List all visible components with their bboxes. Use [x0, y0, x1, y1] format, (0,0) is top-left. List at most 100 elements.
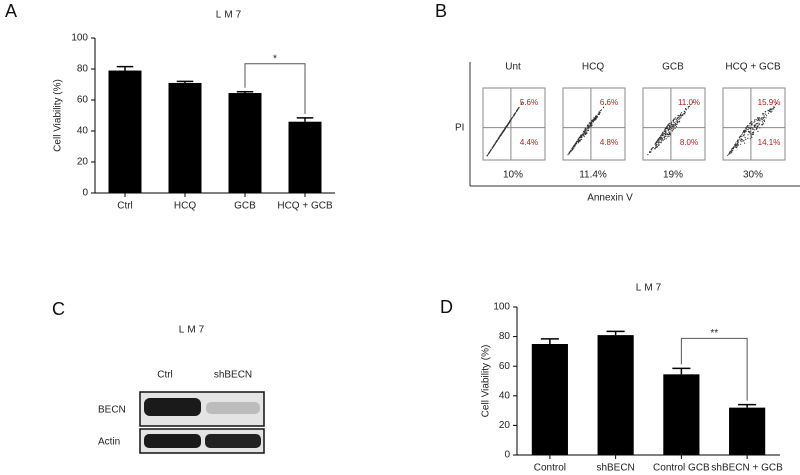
event-dot [760, 117, 762, 119]
event-dot [502, 130, 504, 133]
event-dot [583, 135, 585, 137]
event-dot [665, 135, 667, 137]
event-dot [753, 125, 756, 127]
event-dot [517, 107, 520, 109]
event-dot [731, 151, 733, 153]
event-dot [656, 142, 658, 144]
event-dot [745, 127, 747, 129]
event-dot [586, 129, 588, 131]
event-dot [745, 126, 747, 128]
event-dot [589, 124, 591, 126]
event-dot [747, 137, 749, 139]
event-dot [728, 153, 730, 155]
event-dot [675, 121, 677, 123]
event-dot [660, 142, 662, 144]
event-dot [743, 131, 745, 133]
event-dot [661, 134, 663, 137]
bar [108, 70, 142, 193]
y-tick-label: 60 [77, 95, 89, 106]
event-dot [678, 118, 680, 121]
event-dot [512, 116, 514, 118]
event-dot [578, 141, 580, 143]
event-dot [756, 123, 758, 125]
event-dot [672, 125, 674, 127]
row-label: BECN [98, 405, 126, 416]
event-dot [600, 109, 603, 111]
event-dot [667, 136, 669, 138]
event-dot [668, 135, 670, 137]
error-bar [296, 117, 314, 122]
chart-title: LM7 [216, 10, 244, 21]
event-dot [587, 125, 589, 127]
event-dot [763, 119, 766, 121]
event-dot [734, 144, 736, 146]
event-dot [687, 107, 689, 109]
event-dot [735, 143, 737, 145]
y-tick-label: 80 [499, 331, 511, 342]
event-dot [585, 128, 587, 130]
event-dot [665, 132, 667, 134]
event-dot [581, 138, 583, 140]
event-dot [663, 136, 665, 138]
significance-bracket [244, 63, 306, 114]
event-dot [684, 111, 686, 113]
event-dot [727, 154, 729, 156]
event-dot [665, 129, 667, 131]
event-dot [487, 153, 489, 155]
event-dot [596, 115, 598, 117]
event-dot [741, 141, 743, 143]
event-dot [739, 135, 741, 137]
event-dot [670, 123, 672, 126]
event-dot [663, 130, 665, 132]
event-dot [744, 131, 746, 133]
event-dot [678, 115, 681, 117]
event-dot [673, 126, 675, 128]
event-dot [586, 127, 588, 129]
event-dot [666, 126, 668, 129]
error-bar [116, 65, 134, 71]
x-tick-label: HCQ [174, 201, 196, 212]
event-dot [750, 127, 752, 129]
x-tick-label: Control GCB [653, 463, 710, 474]
event-dot [762, 122, 764, 124]
x-tick-label: Control [534, 463, 566, 474]
event-dot [675, 124, 677, 126]
event-dot [678, 117, 680, 119]
event-dot [658, 144, 660, 146]
event-dot [661, 136, 663, 138]
bar [228, 93, 262, 193]
event-dot [763, 120, 766, 122]
y-tick-label: 100 [71, 33, 88, 44]
event-dot [660, 135, 662, 137]
error-bar [672, 367, 691, 375]
bar [729, 407, 766, 455]
event-dot [662, 131, 664, 133]
x-tick-label: shBECN + GCB [711, 463, 783, 474]
event-dot [584, 130, 586, 132]
event-dot [771, 108, 773, 110]
bar [531, 344, 568, 455]
event-dot [748, 125, 750, 127]
event-dot [685, 108, 687, 110]
event-dot [489, 150, 491, 152]
event-dot [590, 124, 593, 126]
event-dot [586, 131, 588, 133]
event-dot [737, 142, 739, 144]
event-dot [677, 116, 679, 118]
blot-band [144, 434, 201, 448]
event-dot [501, 133, 503, 135]
event-dot [741, 133, 743, 136]
event-dot [666, 133, 668, 135]
event-dot [735, 142, 737, 144]
y-tick-label: 80 [77, 64, 89, 75]
event-dot [753, 121, 755, 123]
event-dot [755, 119, 757, 121]
event-dot [748, 131, 750, 133]
event-dot [732, 149, 734, 151]
event-dot [579, 136, 581, 138]
event-dot [605, 103, 607, 105]
event-dot [661, 132, 664, 134]
event-dot [568, 152, 570, 154]
event-dot [687, 106, 690, 108]
event-dot [592, 121, 595, 123]
